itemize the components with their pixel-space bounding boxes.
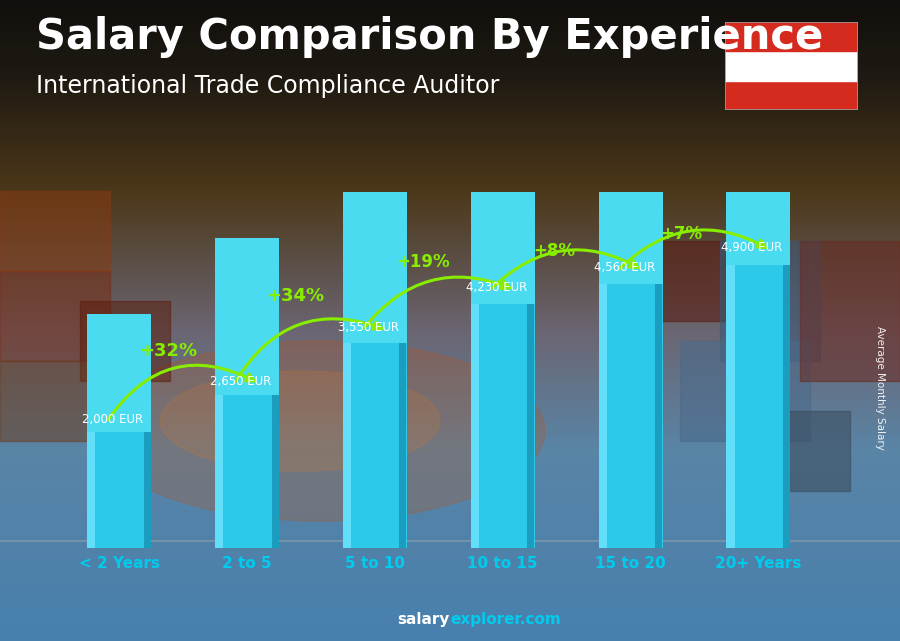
Text: Average Monthly Salary: Average Monthly Salary: [875, 326, 886, 450]
Text: +8%: +8%: [533, 242, 575, 260]
Ellipse shape: [160, 371, 440, 471]
Bar: [726, 258, 790, 548]
Text: +19%: +19%: [397, 253, 450, 271]
Bar: [655, 278, 662, 548]
Bar: [724, 81, 858, 110]
Text: 4,230 EUR: 4,230 EUR: [465, 281, 526, 294]
Text: Salary Comparison By Experience: Salary Comparison By Experience: [36, 16, 824, 58]
Text: 2,650 EUR: 2,650 EUR: [210, 375, 271, 388]
Bar: [144, 429, 151, 548]
Bar: [724, 22, 858, 51]
Bar: [800, 241, 900, 381]
Bar: [343, 338, 407, 548]
Text: +34%: +34%: [266, 287, 325, 305]
Bar: [783, 258, 790, 548]
Bar: [215, 391, 279, 548]
Bar: [471, 297, 535, 548]
Text: 4,900 EUR: 4,900 EUR: [722, 241, 783, 254]
Bar: [400, 338, 407, 548]
Bar: [87, 314, 151, 433]
Bar: [724, 51, 858, 81]
Bar: [0, 191, 110, 271]
Bar: [215, 238, 279, 395]
Bar: [726, 0, 790, 265]
Bar: [272, 391, 279, 548]
Bar: [471, 297, 479, 548]
Text: salary: salary: [398, 612, 450, 627]
Bar: [0, 271, 110, 361]
Bar: [80, 301, 170, 381]
Text: +32%: +32%: [139, 342, 197, 360]
Text: +7%: +7%: [661, 225, 703, 244]
Bar: [343, 132, 407, 343]
Text: 3,550 EUR: 3,550 EUR: [338, 321, 399, 335]
Bar: [471, 53, 535, 304]
Bar: [343, 338, 351, 548]
Bar: [0, 361, 100, 441]
Bar: [760, 411, 850, 491]
Bar: [87, 429, 151, 548]
Text: 4,560 EUR: 4,560 EUR: [593, 262, 655, 274]
Bar: [598, 14, 662, 285]
Bar: [726, 258, 734, 548]
Text: International Trade Compliance Auditor: International Trade Compliance Auditor: [36, 74, 500, 97]
Bar: [598, 278, 607, 548]
Text: explorer.com: explorer.com: [450, 612, 561, 627]
Bar: [527, 297, 535, 548]
Text: 2,000 EUR: 2,000 EUR: [82, 413, 143, 426]
Bar: [215, 391, 223, 548]
Bar: [720, 241, 820, 361]
Bar: [598, 278, 662, 548]
Bar: [87, 429, 95, 548]
Bar: [680, 341, 810, 441]
Ellipse shape: [95, 341, 545, 521]
Bar: [620, 241, 740, 321]
